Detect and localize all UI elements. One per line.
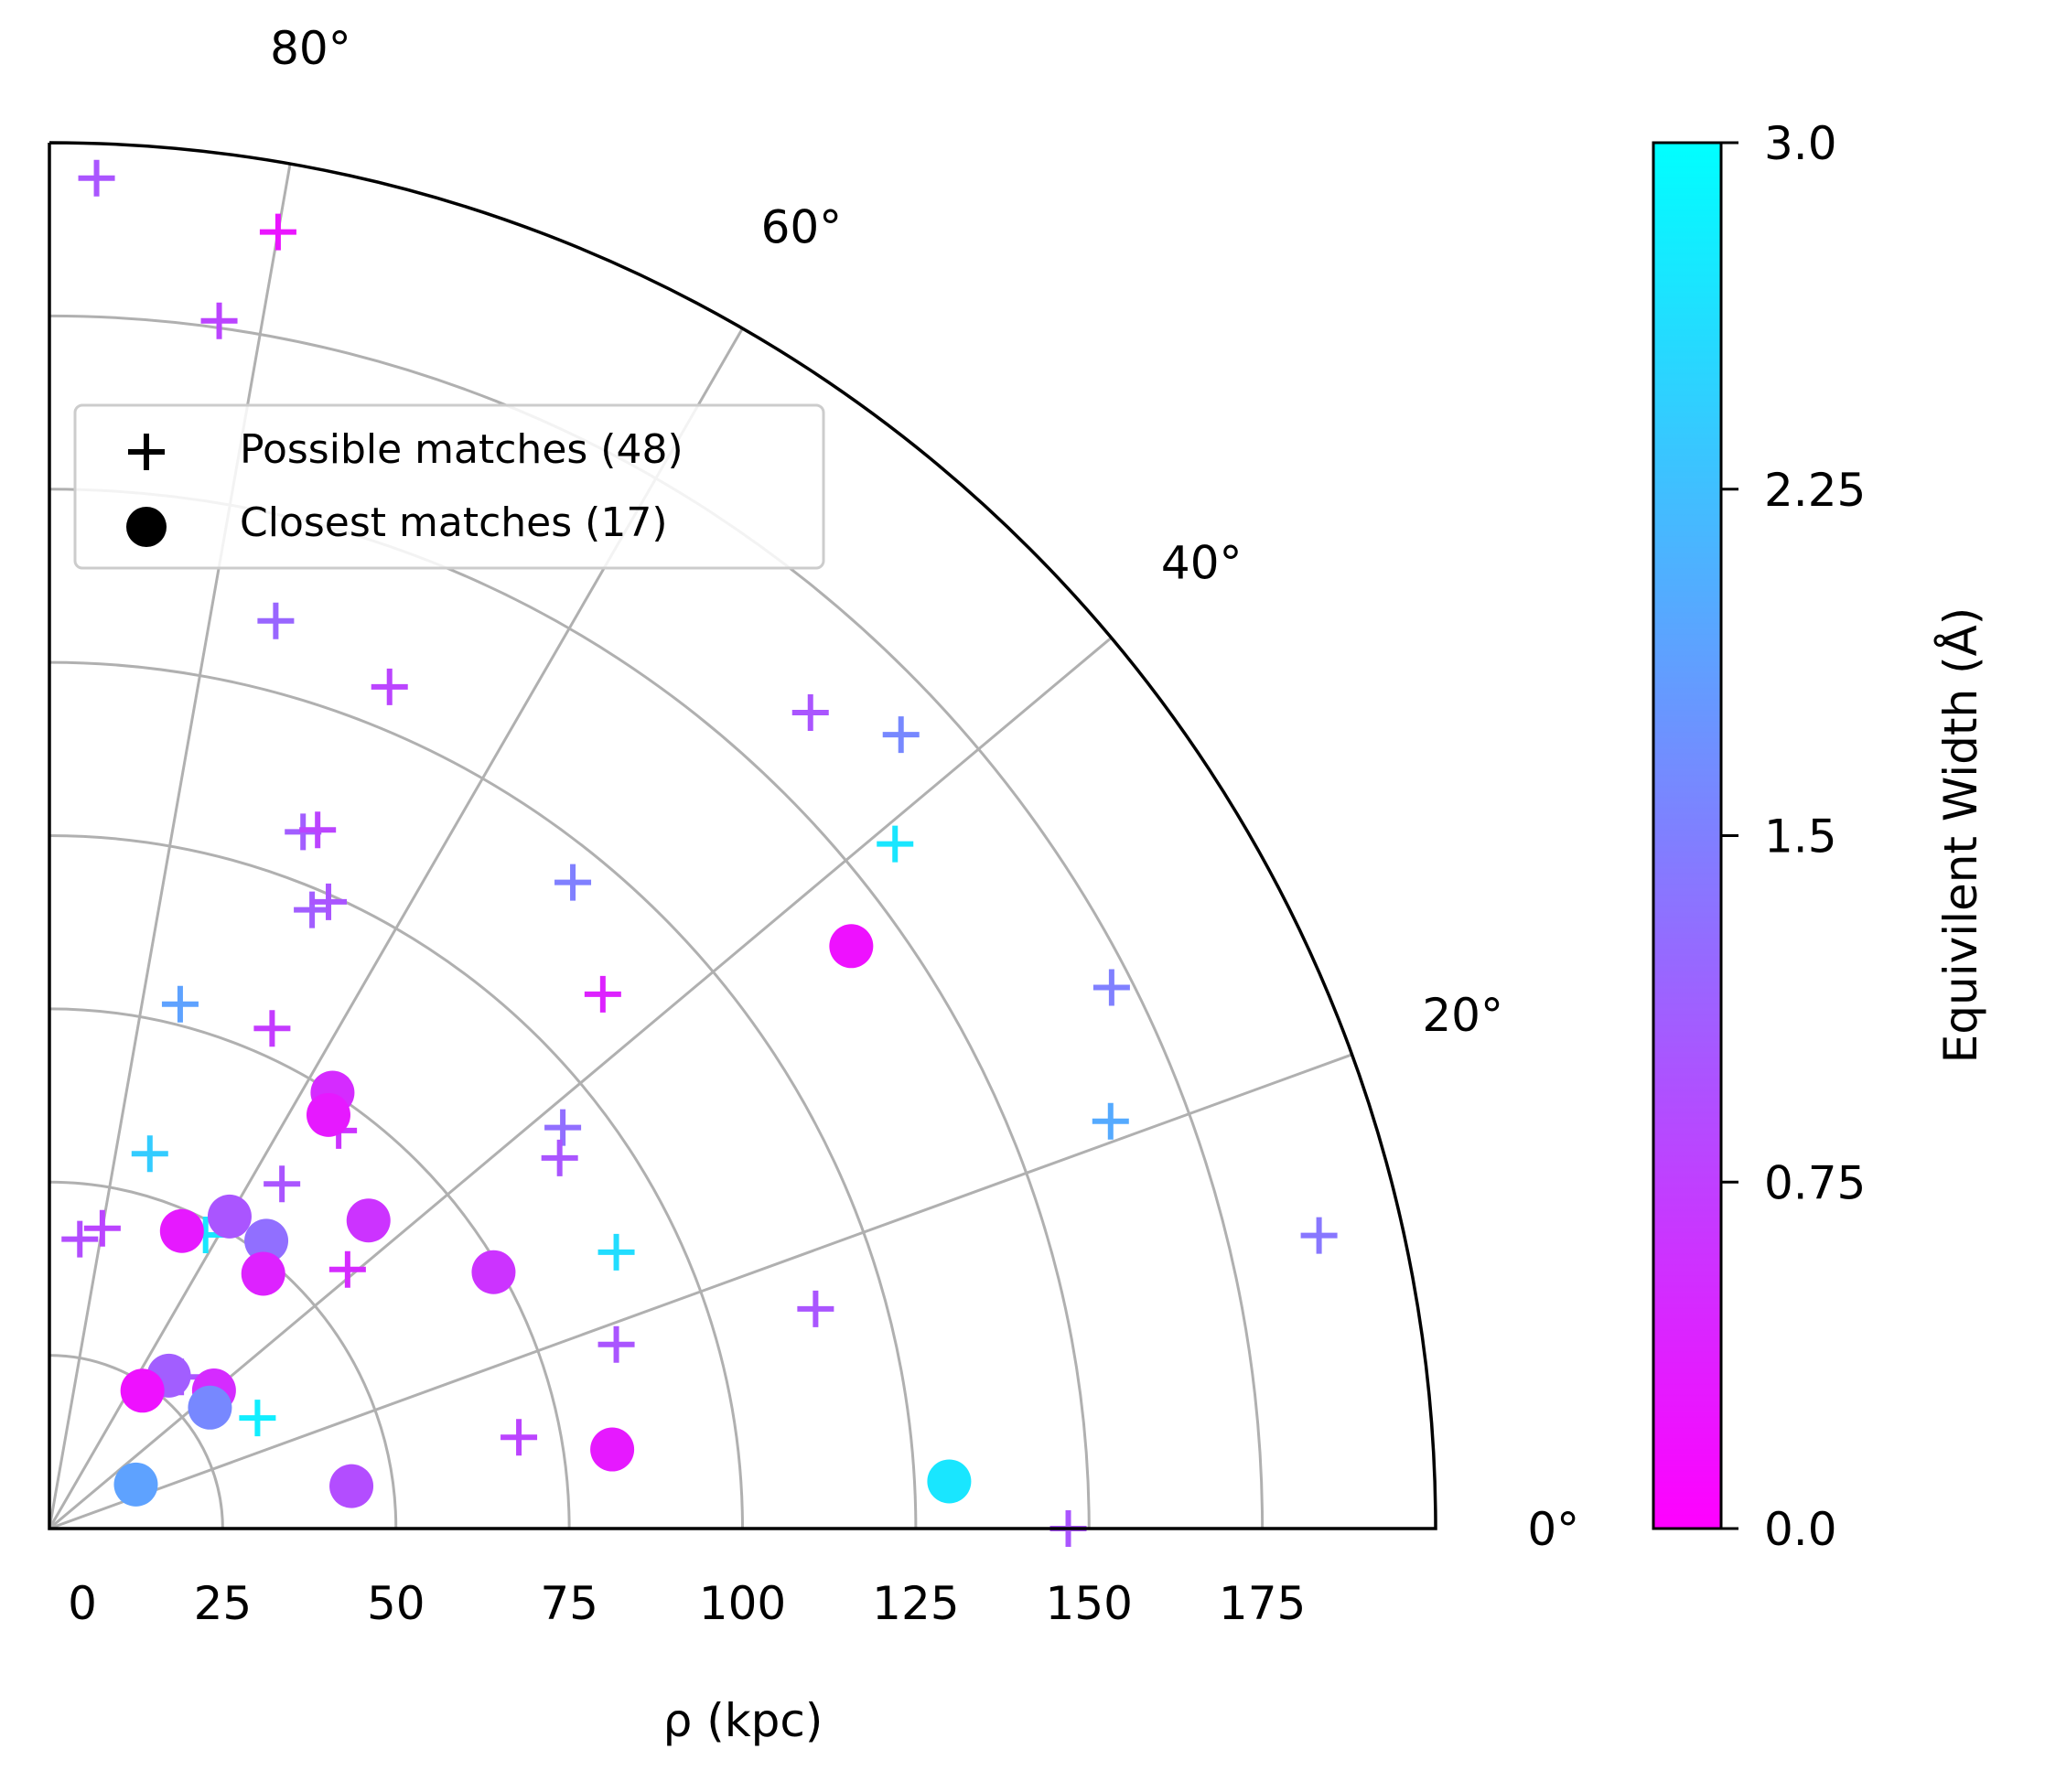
theta-tick-40: 40° (1161, 536, 1243, 589)
legend-plus-glyph (128, 434, 165, 470)
circle-point-13 (113, 1462, 158, 1507)
plus-point-3 (257, 602, 295, 639)
plus-point-1 (259, 213, 296, 251)
plus-point-29 (500, 1419, 538, 1456)
angular-tick-labels: 0° 20° 40° 60° 80° (270, 22, 1579, 1556)
colorbar-gradient (1652, 141, 1723, 1530)
circle-point-0 (829, 924, 874, 969)
grid-arc-25 (48, 1354, 224, 1529)
circle-point-5 (159, 1208, 204, 1253)
legend-box (73, 403, 825, 570)
legend-circle-marker (126, 507, 167, 547)
colorbar-ticks: 0.0 0.75 1.5 2.25 3.0 (1721, 117, 1866, 1556)
plus-point-7 (294, 891, 331, 928)
polar-outline (48, 141, 1437, 1530)
plus-point-30 (239, 1400, 276, 1437)
closest-matches-series (113, 924, 972, 1508)
plus-point-32 (83, 1209, 121, 1247)
circle-point-8 (471, 1250, 516, 1294)
plus-point-27 (797, 1290, 834, 1327)
plus-point-25 (597, 1233, 635, 1271)
cb-tick-label-3: 2.25 (1764, 464, 1866, 517)
r-tick-75: 75 (540, 1577, 598, 1630)
theta-tick-0: 0° (1527, 1503, 1579, 1556)
circle-point-2 (306, 1092, 350, 1137)
r-tick-150: 150 (1046, 1577, 1133, 1630)
plus-point-19 (264, 1165, 301, 1203)
r-tick-125: 125 (872, 1577, 959, 1630)
plus-point-12 (584, 975, 621, 1013)
theta-tick-60: 60° (761, 200, 843, 253)
plus-point-14 (791, 694, 829, 732)
plus-point-9 (253, 1010, 291, 1047)
r-tick-100: 100 (699, 1577, 786, 1630)
r-tick-175: 175 (1219, 1577, 1306, 1630)
plus-point-6 (299, 811, 337, 849)
plus-point-16 (877, 825, 914, 863)
colorbar-label: Equivilent Width (Å) (1934, 607, 1987, 1064)
circle-point-4 (244, 1218, 289, 1263)
plus-point-28 (1300, 1217, 1338, 1254)
polar-frame (48, 141, 1437, 1530)
plus-point-4 (371, 668, 408, 705)
legend-label-possible: Possible matches (48) (240, 426, 683, 473)
theta-tick-80: 80° (270, 22, 351, 75)
circle-point-3 (207, 1194, 252, 1239)
legend-plus-marker (128, 434, 165, 470)
grid-arc-75 (48, 1007, 571, 1529)
plus-point-13 (554, 864, 592, 901)
cb-tick-label-1: 0.75 (1764, 1156, 1866, 1209)
plus-point-18 (1092, 1102, 1129, 1140)
plus-point-26 (597, 1325, 635, 1363)
grid-arc-50 (48, 1180, 398, 1529)
plus-point-20 (131, 1135, 168, 1173)
plus-point-17 (1092, 969, 1130, 1006)
circle-point-6 (241, 1251, 285, 1296)
legend-label-closest: Closest matches (17) (240, 499, 667, 546)
radial-tick-labels: 0 25 50 75 100 125 150 175 (68, 1577, 1306, 1630)
plus-point-24 (328, 1250, 366, 1288)
plus-point-22 (541, 1139, 578, 1176)
plus-point-15 (882, 716, 920, 754)
circle-point-15 (590, 1427, 635, 1472)
cb-tick-label-2: 1.5 (1764, 810, 1837, 864)
grid-spoke-80 (48, 163, 292, 1529)
circle-point-16 (927, 1459, 972, 1504)
colorbar: 0.0 0.75 1.5 2.25 3.0 Equivilent Width (Å) (1652, 117, 1987, 1556)
grid-spoke-20 (48, 1053, 1353, 1530)
plus-point-0 (78, 159, 115, 197)
plus-point-2 (200, 302, 238, 339)
r-tick-50: 50 (367, 1577, 425, 1630)
plus-point-33 (61, 1220, 99, 1258)
grid-arc-125 (48, 660, 918, 1529)
theta-tick-20: 20° (1422, 989, 1503, 1042)
plus-point-21 (544, 1109, 582, 1146)
circle-point-7 (346, 1198, 391, 1243)
r-tick-25: 25 (194, 1577, 253, 1630)
r-tick-0: 0 (68, 1577, 97, 1630)
grid-arc-175 (48, 314, 1265, 1529)
circle-point-12 (188, 1385, 232, 1430)
plus-point-10 (161, 985, 199, 1023)
x-axis-label: ρ (kpc) (663, 1694, 823, 1747)
circle-point-10 (120, 1368, 165, 1413)
grid-arc-100 (48, 834, 744, 1529)
plus-point-8 (310, 883, 348, 920)
circle-point-14 (329, 1464, 374, 1508)
legend: Possible matches (48) Closest matches (1… (73, 403, 825, 570)
cb-tick-label-0: 0.0 (1764, 1503, 1837, 1556)
cb-tick-label-4: 3.0 (1764, 117, 1837, 170)
